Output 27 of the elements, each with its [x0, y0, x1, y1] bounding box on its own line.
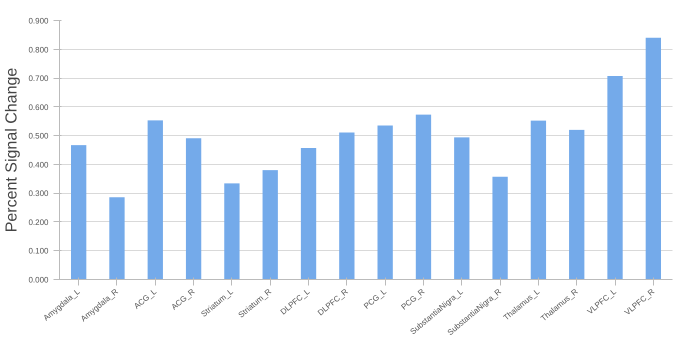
bar [109, 197, 125, 280]
bar [377, 126, 393, 280]
bar [416, 114, 432, 280]
y-tick-label: 0.000 [28, 276, 50, 284]
y-tick-label: 0.100 [28, 246, 50, 256]
bar [148, 120, 163, 280]
bar [607, 76, 623, 280]
y-tick-label: 0.600 [28, 102, 50, 112]
bar [454, 137, 470, 280]
y-axis-title: Percent Signal Change [3, 68, 20, 232]
bar [224, 183, 240, 280]
bar [70, 145, 86, 280]
bar [492, 176, 508, 280]
y-tick-label: 0.900 [28, 16, 50, 26]
y-tick-label: 0.200 [28, 218, 50, 227]
bar [569, 130, 584, 280]
bar [262, 170, 278, 280]
y-tick-label: 0.800 [28, 45, 50, 54]
y-tick-label: 0.700 [28, 74, 50, 84]
y-tick-label: 0.400 [28, 160, 50, 170]
bar [339, 132, 355, 280]
bar [186, 138, 202, 280]
y-tick-label: 0.300 [28, 189, 50, 198]
bar [300, 148, 316, 280]
bar [646, 38, 662, 280]
y-tick-label: 0.500 [28, 132, 50, 141]
bar [530, 120, 546, 280]
